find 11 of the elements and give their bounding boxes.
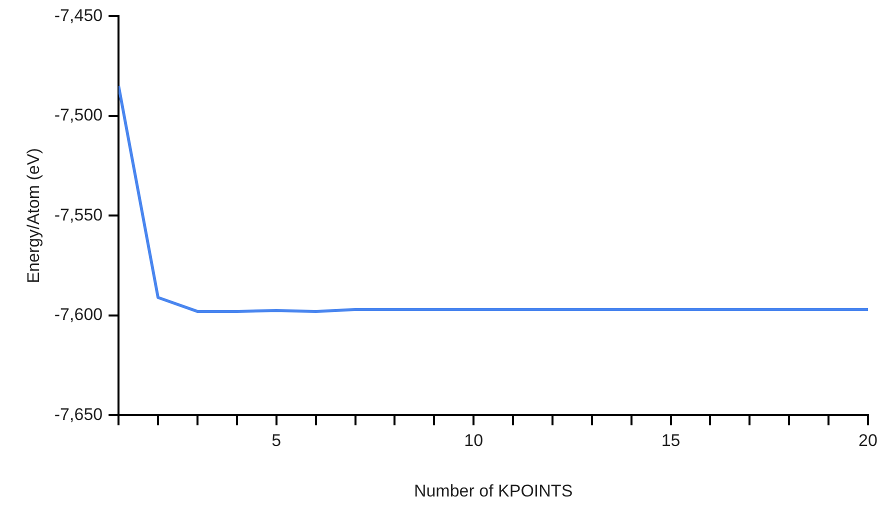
x-tick-label: 20 [858, 431, 878, 450]
y-axis-title: Energy/Atom (eV) [24, 148, 43, 284]
y-tick-label: -7,550 [54, 205, 103, 224]
y-tick-label: -7,600 [54, 305, 103, 324]
x-tick-label: 5 [272, 431, 282, 450]
y-tick-label: -7,450 [54, 6, 103, 25]
y-tick-label: -7,650 [54, 404, 103, 424]
y-tick-label: -7,500 [54, 106, 103, 125]
x-axis-title: Number of KPOINTS [414, 481, 573, 500]
x-tick-label: 10 [464, 431, 484, 450]
x-tick-label: 15 [661, 431, 680, 450]
